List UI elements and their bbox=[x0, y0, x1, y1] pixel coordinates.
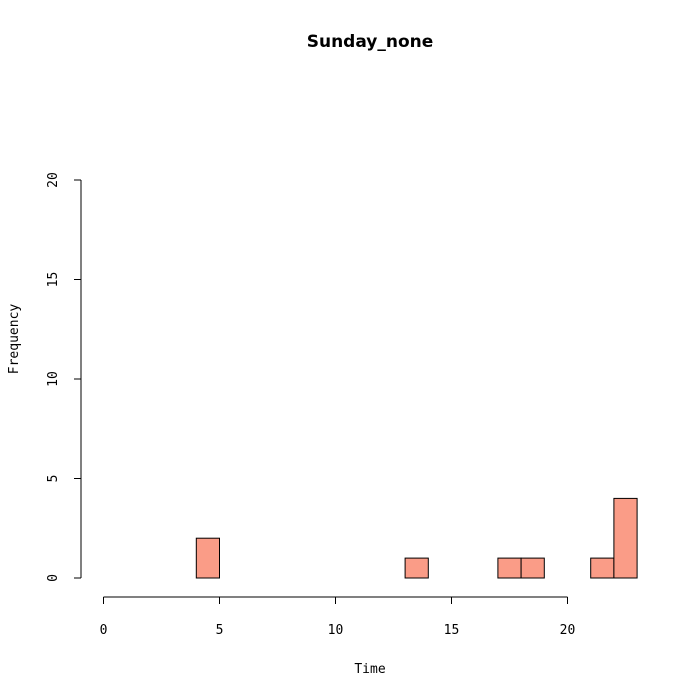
histogram-bar bbox=[590, 557, 615, 579]
histogram-bar bbox=[613, 497, 638, 579]
histogram-bar bbox=[404, 557, 429, 579]
x-axis-label: Time bbox=[354, 662, 385, 677]
x-axis: 0 5 10 15 20 bbox=[100, 596, 576, 638]
x-tick-label: 20 bbox=[560, 623, 576, 638]
histogram-bar bbox=[497, 557, 522, 579]
histogram-bar bbox=[520, 557, 545, 579]
y-tick-label: 20 bbox=[46, 172, 61, 188]
histogram-bars bbox=[195, 497, 638, 579]
chart-title: Sunday_none bbox=[307, 32, 434, 52]
y-axis: 0 5 10 15 20 bbox=[46, 172, 82, 582]
histogram-bar bbox=[195, 537, 221, 579]
y-tick-label: 15 bbox=[46, 272, 61, 288]
x-tick-label: 15 bbox=[444, 623, 460, 638]
y-tick-label: 10 bbox=[46, 371, 61, 387]
x-tick-label: 5 bbox=[216, 623, 224, 638]
x-tick-label: 0 bbox=[100, 623, 108, 638]
y-tick-label: 0 bbox=[46, 574, 61, 582]
y-axis-label: Frequency bbox=[7, 304, 22, 375]
y-tick-label: 5 bbox=[46, 475, 61, 483]
x-tick-label: 10 bbox=[328, 623, 344, 638]
